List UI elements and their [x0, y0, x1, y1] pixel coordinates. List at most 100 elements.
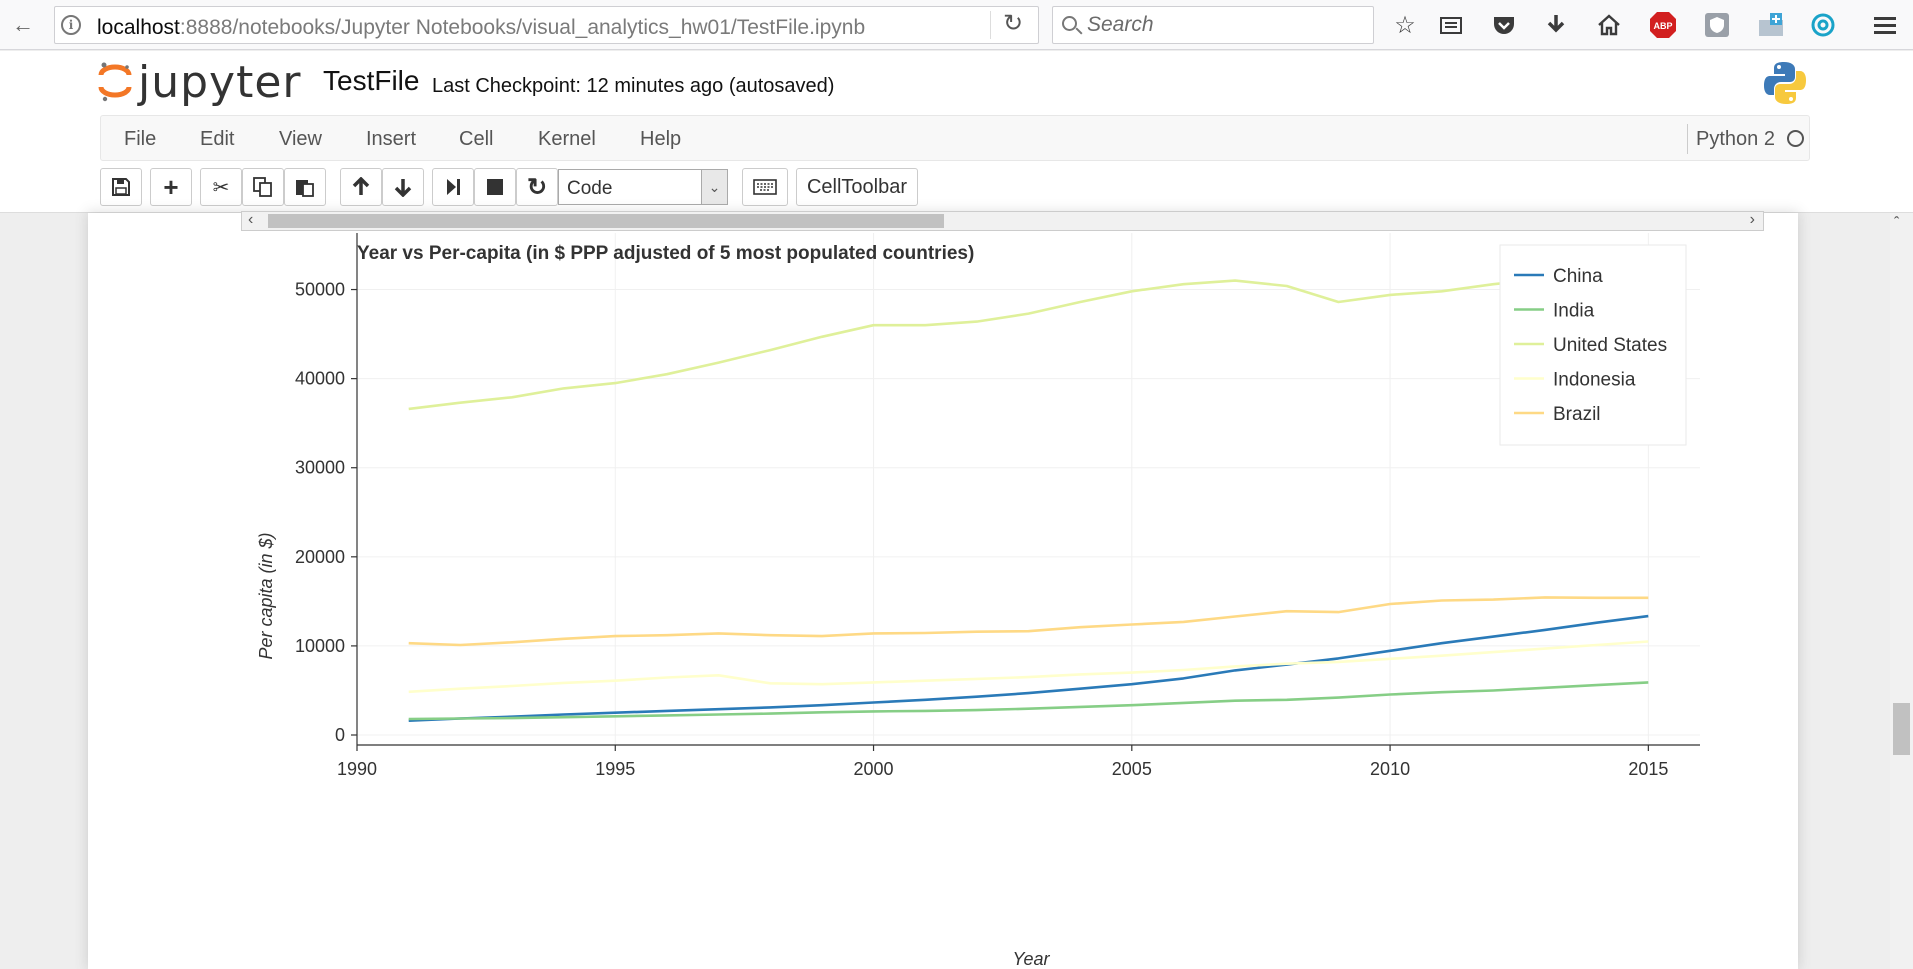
reload-icon[interactable]: ↻	[1003, 10, 1024, 37]
series-line-india	[408, 681, 1649, 721]
x-tick-label: 2010	[1370, 759, 1410, 779]
python-logo-icon	[1764, 62, 1806, 104]
menu-insert[interactable]: Insert	[366, 128, 417, 150]
search-icon	[1062, 16, 1077, 31]
url-separator	[990, 11, 991, 39]
paste-icon	[296, 180, 314, 197]
url-bar[interactable]: i localhost:8888/notebooks/Jupyter Noteb…	[54, 6, 1039, 44]
stop-icon	[487, 179, 503, 195]
menu-help[interactable]: Help	[640, 128, 682, 150]
menu-kernel[interactable]: Kernel	[538, 128, 596, 150]
keyboard-icon	[753, 179, 777, 195]
command-palette-button[interactable]	[742, 168, 788, 206]
copy-icon	[253, 177, 272, 197]
restart-kernel-button[interactable]: ↻	[516, 168, 558, 206]
menu-icon[interactable]	[1870, 10, 1900, 40]
jupyter-logo-icon	[98, 62, 132, 102]
menubar-container: File Edit View Insert Cell Kernel Help P…	[0, 113, 1913, 165]
plus-icon: +	[163, 171, 179, 202]
step-forward-icon	[447, 179, 460, 195]
run-button[interactable]	[432, 168, 474, 206]
jupyter-header: jupyter TestFile Last Checkpoint: 12 min…	[0, 51, 1913, 113]
move-down-button[interactable]	[382, 168, 424, 206]
legend-label: China	[1553, 266, 1603, 287]
menu-cell[interactable]: Cell	[459, 128, 494, 150]
adblock-label: ABP	[1653, 21, 1672, 31]
series-line-china	[408, 614, 1649, 722]
scroll-up-icon[interactable]: ˆ	[1894, 215, 1900, 232]
x-tick-label: 2005	[1112, 759, 1152, 779]
legend-label: India	[1553, 301, 1595, 322]
search-input[interactable]	[1087, 12, 1367, 38]
y-tick-label: 0	[335, 725, 345, 745]
download-icon[interactable]	[1541, 10, 1571, 40]
y-tick-label: 30000	[295, 458, 345, 478]
cell-type-select[interactable]: Code ⌄	[558, 169, 728, 205]
browser-toolbar: ← i localhost:8888/notebooks/Jupyter Not…	[0, 0, 1913, 50]
save-button[interactable]	[100, 168, 142, 206]
info-icon[interactable]: i	[61, 15, 81, 35]
checkpoint-status: Last Checkpoint: 12 minutes ago (autosav…	[432, 75, 835, 97]
notebook-name[interactable]: TestFile	[323, 65, 420, 96]
cell-type-value: Code	[567, 178, 613, 199]
home-icon[interactable]	[1594, 10, 1624, 40]
vertical-scroll-thumb[interactable]	[1893, 703, 1910, 755]
scroll-right-icon[interactable]: ›	[1749, 211, 1755, 228]
cut-button[interactable]: ✂	[200, 168, 242, 206]
y-tick-label: 50000	[295, 280, 345, 300]
scissors-icon: ✂	[212, 176, 230, 199]
screenshot-icon[interactable]	[1756, 10, 1786, 40]
horizontal-scrollbar[interactable]: ‹ ›	[241, 211, 1764, 231]
restart-icon: ↻	[526, 173, 548, 201]
notebook-toolbar: + ✂ ↻ Code ⌄ CellToolbar	[0, 165, 1913, 213]
jupyter-logo[interactable]: jupyter	[98, 57, 301, 108]
series-line-indonesia	[408, 640, 1649, 694]
chart-title: Year vs Per-capita (in $ PPP adjusted of…	[357, 243, 974, 264]
menu-view[interactable]: View	[279, 128, 322, 150]
menu-edit[interactable]: Edit	[200, 128, 235, 150]
series-line-united-states	[408, 263, 1649, 411]
url-path: :8888/notebooks/Jupyter Notebooks/visual…	[179, 16, 866, 39]
x-tick-label: 2000	[854, 759, 894, 779]
url-text[interactable]: localhost:8888/notebooks/Jupyter Noteboo…	[97, 16, 865, 40]
interrupt-button[interactable]	[474, 168, 516, 206]
horizontal-scroll-thumb[interactable]	[268, 214, 944, 228]
x-axis-label: Year	[1012, 949, 1050, 969]
series-line-brazil	[408, 596, 1649, 647]
move-up-button[interactable]	[340, 168, 382, 206]
search-bar[interactable]	[1052, 6, 1374, 44]
shield-icon[interactable]	[1702, 10, 1732, 40]
x-tick-label: 2015	[1628, 759, 1668, 779]
paste-button[interactable]	[284, 168, 326, 206]
scroll-left-icon[interactable]: ‹	[248, 211, 254, 228]
kernel-separator	[1687, 124, 1688, 154]
kernel-idle-icon	[1787, 130, 1804, 147]
reading-list-icon[interactable]	[1436, 10, 1466, 40]
insert-cell-button[interactable]: +	[150, 168, 192, 206]
y-axis-label: Per capita (in $)	[256, 532, 276, 659]
menu-file[interactable]: File	[124, 128, 157, 150]
notebook-area: ‹ › 1990 1995 2000 2005 2010 2015 0 10000 20000 3…	[0, 211, 1890, 969]
y-tick-label: 10000	[295, 636, 345, 656]
arrow-up-icon	[352, 177, 370, 195]
back-icon[interactable]: ←	[12, 12, 34, 37]
celltoolbar-button[interactable]: CellToolbar	[796, 168, 918, 206]
x-tick-label: 1990	[337, 759, 377, 779]
notebook-container: ‹ › 1990 1995 2000 2005 2010 2015 0 10000 20000 3…	[88, 211, 1798, 969]
chevron-down-icon[interactable]: ⌄	[701, 170, 727, 204]
adblock-icon[interactable]: ABP	[1648, 10, 1678, 40]
legend-label: Indonesia	[1553, 370, 1636, 391]
x-tick-label: 1995	[595, 759, 635, 779]
sync-icon[interactable]	[1808, 10, 1838, 40]
y-tick-label: 40000	[295, 369, 345, 389]
chart-legend: China India United States Indonesia Brazil	[1499, 244, 1687, 446]
copy-button[interactable]	[242, 168, 284, 206]
star-icon[interactable]: ☆	[1394, 11, 1416, 39]
menubar: File Edit View Insert Cell Kernel Help P…	[100, 115, 1810, 161]
pocket-icon[interactable]	[1489, 10, 1519, 40]
output-chart: 1990 1995 2000 2005 2010 2015 0 10000 20000 30000…	[256, 233, 1700, 969]
vertical-scrollbar[interactable]: ˆ	[1890, 213, 1913, 969]
y-tick-label: 20000	[295, 547, 345, 567]
jupyter-logo-text: jupyter	[138, 57, 302, 108]
arrow-down-icon	[394, 179, 412, 197]
